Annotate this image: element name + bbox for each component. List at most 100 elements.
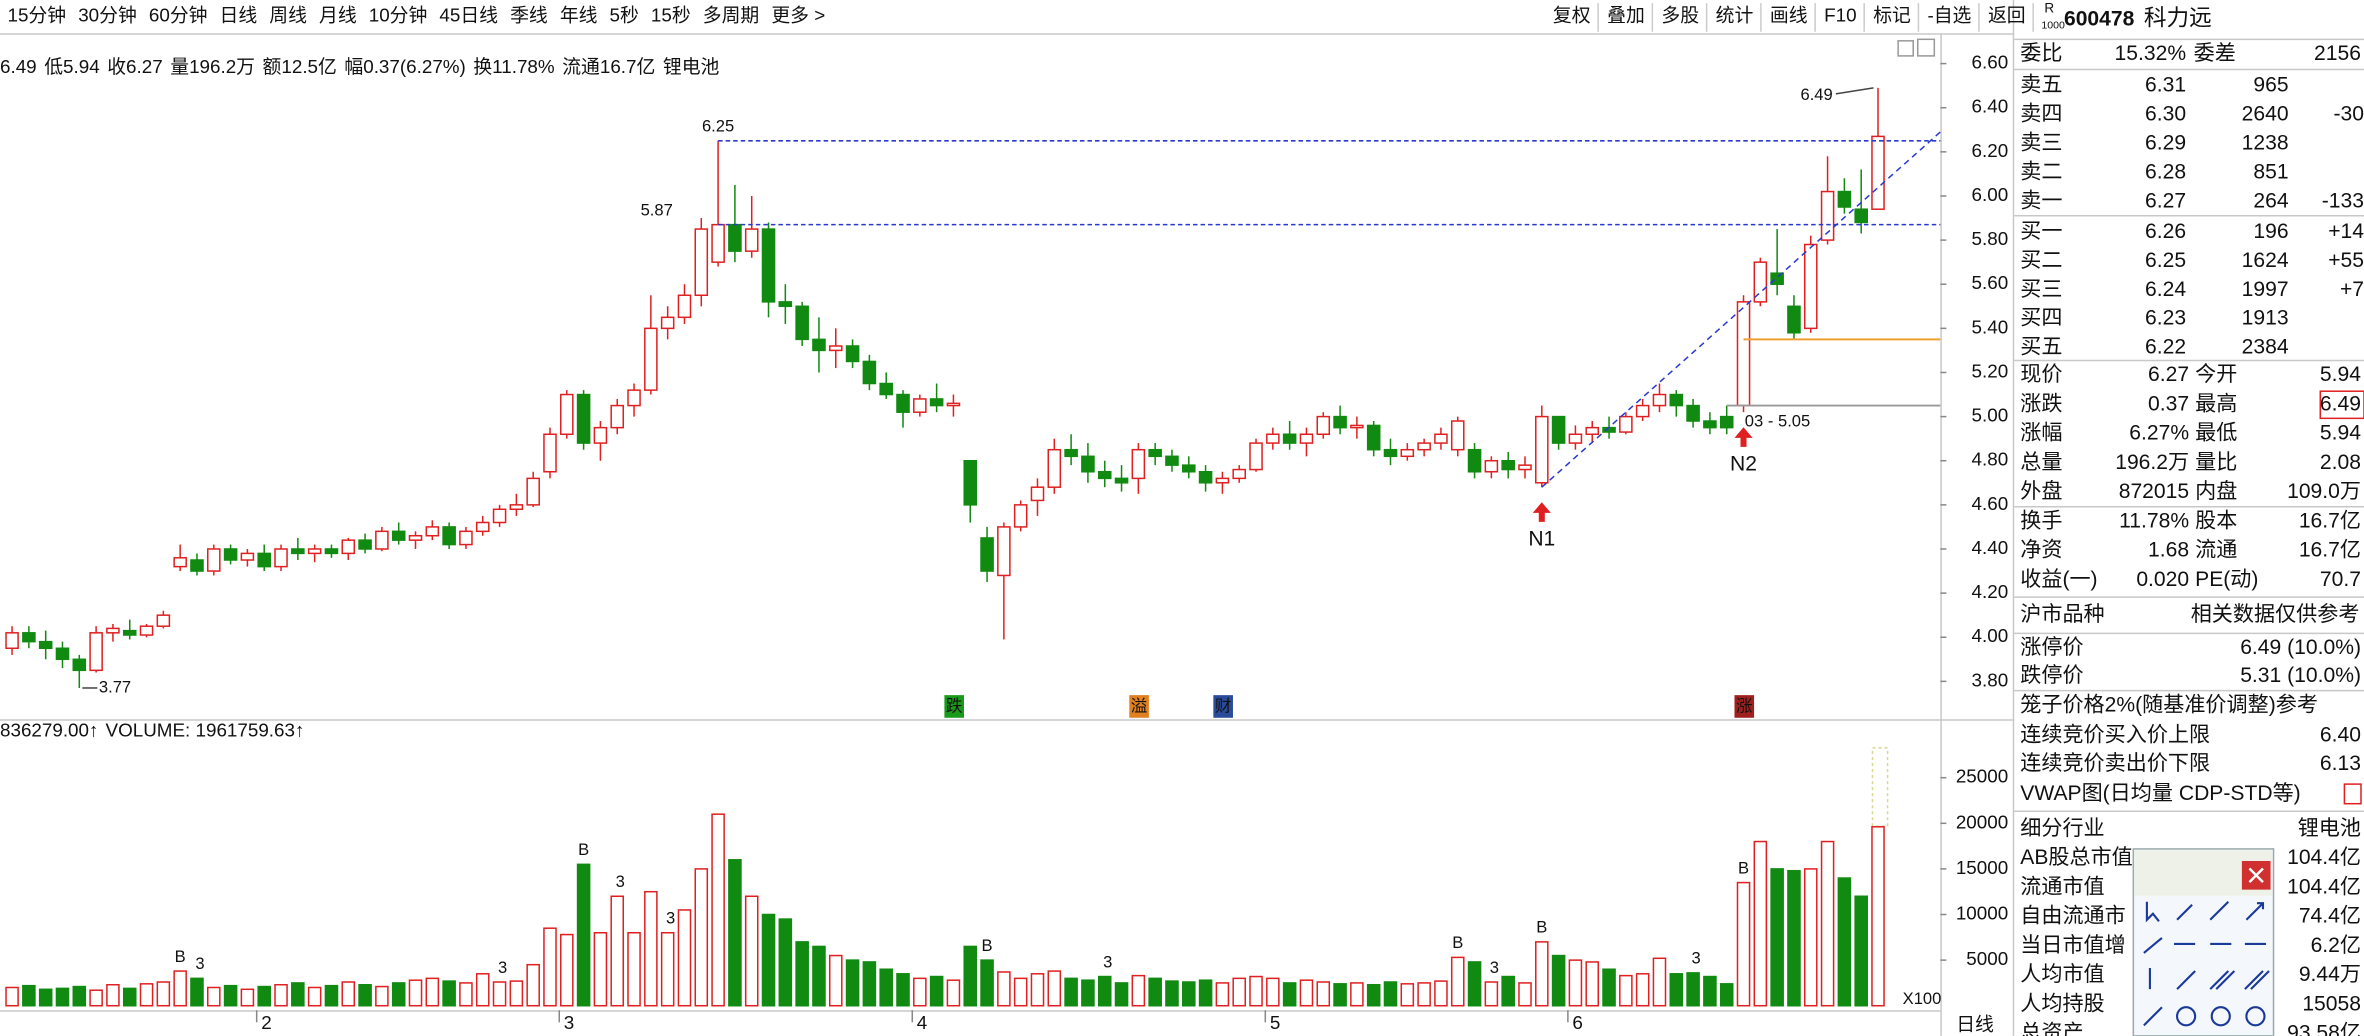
pane-icon[interactable]	[1897, 40, 1914, 57]
period-tab[interactable]: 季线	[510, 5, 548, 26]
volume-marker: 3	[1490, 958, 1499, 977]
period-tab[interactable]: 周线	[269, 5, 307, 26]
tool-button[interactable]: 多股	[1661, 5, 1699, 26]
tool-button[interactable]: -自选	[1927, 5, 1971, 26]
candle-body	[375, 530, 389, 550]
content: 15分钟 30分钟 60分钟 日线 周线 月线 10分钟 45日线 季线 年线 5秒 15秒 多周期 更多…	[0, 3, 2034, 1034]
period-tab[interactable]: 15分钟	[8, 5, 67, 26]
volume-marker: B	[1452, 933, 1463, 952]
event-badge[interactable]	[944, 695, 964, 718]
info-item: 低5.94	[44, 56, 99, 77]
tool-button[interactable]: F10	[1824, 5, 1856, 26]
fin-label: 流通	[2195, 538, 2237, 562]
volume-bar	[1787, 869, 1801, 1007]
volume-bar	[778, 918, 793, 1007]
tool-button[interactable]: 标记	[1873, 5, 1911, 26]
candle-body	[324, 548, 339, 555]
candle-body	[744, 228, 759, 252]
order-price: 6.28	[2145, 160, 2186, 183]
volume-bar	[139, 983, 154, 1007]
candle-body	[1703, 420, 1717, 429]
candle-body	[1450, 420, 1465, 451]
y-tick-label: 6.00	[1972, 184, 2009, 205]
order-price: 6.26	[2145, 220, 2186, 243]
tool-channel[interactable]	[2176, 970, 2196, 990]
volume-bar	[1602, 968, 1616, 1007]
high-label: 6.49	[1800, 85, 1832, 104]
candle-body	[1719, 415, 1734, 429]
period-tab[interactable]: 更多 >	[771, 5, 825, 26]
candle-body	[1081, 455, 1095, 473]
y-tick-label: 5.20	[1972, 360, 2009, 381]
tool-circle[interactable]	[2175, 1006, 2197, 1027]
period-tab[interactable]: 10分钟	[369, 5, 428, 26]
limit-label: 涨停价	[2020, 635, 2083, 659]
stat-value: 872015	[2119, 480, 2189, 503]
tool-parallel[interactable]	[2209, 970, 2236, 990]
volume-tick-label: 25000	[1956, 766, 2008, 787]
period-tab[interactable]: 5秒	[610, 5, 639, 26]
industry-value: 93.58亿	[2287, 1021, 2361, 1036]
tool-segment[interactable]	[2143, 937, 2163, 954]
event-badge[interactable]	[1734, 695, 1755, 718]
volume-bar	[257, 985, 272, 1007]
period-tab[interactable]: 多周期	[703, 5, 760, 26]
candle-body	[879, 382, 893, 396]
tool-clock[interactable]	[2210, 1006, 2231, 1027]
candle-body	[1871, 135, 1885, 210]
volume-bar	[1518, 982, 1532, 1007]
stat-label: 内盘	[2195, 479, 2237, 503]
market-note: 相关数据仅供参考	[2191, 602, 2360, 626]
stat-label: 现价	[2020, 363, 2062, 386]
period-tab[interactable]: 日线	[220, 5, 258, 26]
volume-bar	[997, 971, 1011, 1007]
candle-body	[106, 627, 120, 634]
volume-bar	[1568, 959, 1583, 1007]
candle-body	[1820, 190, 1835, 241]
tool-fib[interactable]	[2143, 1006, 2163, 1027]
tool-line[interactable]	[2176, 903, 2193, 921]
tool-ray[interactable]	[2209, 900, 2230, 921]
tool-arrow[interactable]	[2245, 902, 2265, 921]
candle-body	[139, 625, 154, 636]
candle-body	[963, 459, 978, 506]
period-tab[interactable]: 30分钟	[78, 5, 137, 26]
event-badge[interactable]	[1129, 695, 1149, 718]
info-item: 锂电池	[663, 56, 720, 77]
candle-body	[1753, 261, 1768, 303]
pane-icon[interactable]	[1916, 38, 1936, 57]
period-tab[interactable]: 年线	[560, 5, 598, 26]
industry-label: 细分行业	[2020, 816, 2104, 840]
candle-body	[291, 548, 305, 555]
volume-bar	[1266, 977, 1280, 1007]
period-tab[interactable]: 45日线	[439, 5, 498, 26]
tool-button[interactable]: 复权	[1553, 5, 1591, 26]
tool-button[interactable]: 统计	[1716, 5, 1754, 26]
tool-button[interactable]: 叠加	[1607, 5, 1645, 26]
candle-body	[1266, 433, 1280, 444]
candle-body	[190, 559, 204, 572]
high-arrow	[1835, 87, 1874, 95]
tool-button[interactable]: 画线	[1770, 5, 1808, 26]
candle-body	[560, 393, 574, 436]
tool-button[interactable]: 返回	[1988, 5, 2026, 26]
tool-gann[interactable]	[2245, 1006, 2266, 1027]
period-tab[interactable]: 月线	[319, 5, 357, 26]
industry-value: 104.4亿	[2287, 874, 2361, 898]
event-badge[interactable]	[1213, 695, 1233, 718]
volume-marker: 3	[1103, 952, 1112, 971]
period-tab[interactable]: 60分钟	[149, 5, 208, 26]
tool-pointer[interactable]	[2145, 901, 2160, 923]
volume-bar	[879, 968, 893, 1007]
volume-bar	[1753, 840, 1768, 1007]
badge-sub: 1000	[2041, 20, 2065, 32]
period-tab[interactable]: 15秒	[651, 5, 691, 26]
candle-body	[1198, 471, 1213, 484]
stat-value: 0.37	[2148, 392, 2189, 415]
candle-body	[610, 404, 625, 429]
order-price: 6.27	[2145, 189, 2186, 212]
volume-bar	[1383, 981, 1398, 1007]
tool-parallel2[interactable]	[2244, 970, 2270, 990]
industry-label: 总资产	[2020, 1021, 2083, 1036]
